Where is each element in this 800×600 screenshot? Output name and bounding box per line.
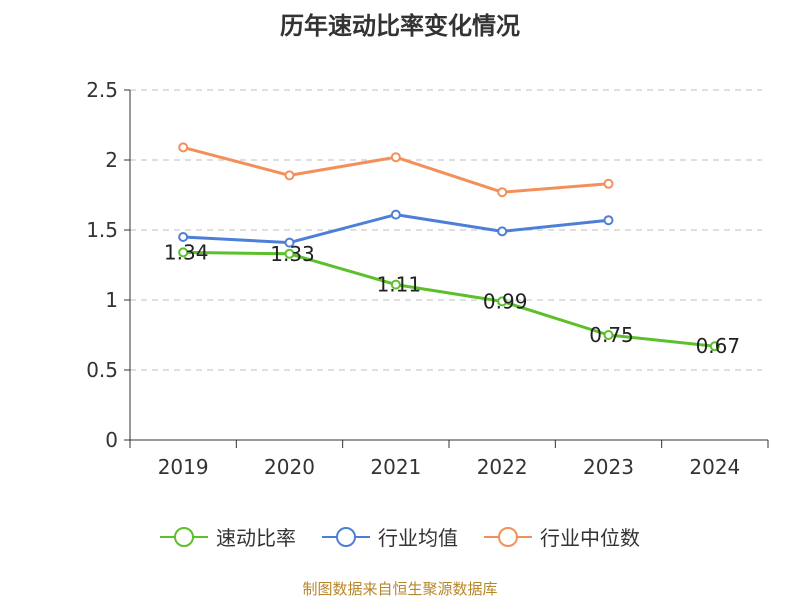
legend-marker-industry-average (322, 526, 370, 547)
legend-marker-industry-median (484, 526, 532, 547)
legend-item-industry-median[interactable]: 行业中位数 (484, 522, 640, 551)
series-layer (178, 142, 720, 352)
data-label-2022: 0.99 (483, 289, 528, 313)
x-tick-label-2020: 2020 (264, 455, 315, 479)
data-label-2019: 1.34 (164, 240, 209, 264)
data-point-1-2019[interactable] (178, 232, 189, 242)
legend: 速动比率 行业均值 行业中位数 (0, 522, 800, 551)
series-0 (178, 247, 720, 352)
data-point-2-2019[interactable] (178, 142, 189, 153)
x-tick-label-2022: 2022 (477, 455, 528, 479)
data-point-0-2020[interactable] (284, 248, 295, 259)
y-tick-label-1-5: 1.5 (86, 218, 118, 242)
legend-item-industry-average[interactable]: 行业均值 (322, 522, 458, 551)
data-point-0-2019[interactable] (178, 247, 189, 258)
data-point-2-2023[interactable] (603, 178, 614, 189)
data-point-2-2020[interactable] (284, 170, 295, 181)
x-tick-label-2019: 2019 (158, 455, 209, 479)
data-label-2021: 1.11 (377, 273, 422, 297)
y-tick-label-1: 1 (105, 288, 118, 312)
data-point-2-2021[interactable] (390, 152, 401, 163)
axis-layer: 0 0.5 1 1.5 2 2.5 2019 2020 2021 2022 2023 2024 (86, 78, 769, 479)
data-point-1-2020[interactable] (284, 237, 295, 248)
y-tick-label-2: 2 (105, 148, 118, 172)
data-point-0-2022[interactable] (497, 296, 508, 307)
data-point-2-2022[interactable] (497, 187, 508, 198)
legend-item-quick-ratio[interactable]: 速动比率 (160, 522, 296, 551)
data-point-0-2024[interactable] (709, 341, 720, 352)
data-label-layer: 1.34 1.33 1.11 0.99 0.75 0.67 (164, 240, 740, 358)
x-tick-label-2021: 2021 (370, 455, 421, 479)
legend-label-industry-average: 行业均值 (378, 526, 458, 550)
data-label-2023: 0.75 (589, 323, 634, 347)
chart-title: 历年速动比率变化情况 (280, 12, 520, 40)
x-tick-label-2024: 2024 (689, 455, 740, 479)
data-label-2020: 1.33 (270, 242, 315, 266)
data-point-0-2021[interactable] (390, 279, 401, 290)
legend-label-industry-median: 行业中位数 (540, 526, 640, 550)
data-point-0-2023[interactable] (603, 330, 614, 340)
data-point-1-2022[interactable] (497, 226, 508, 237)
data-label-2024: 0.67 (696, 334, 741, 358)
source-note: 制图数据来自恒生聚源数据库 (302, 580, 498, 598)
grid-layer (130, 89, 762, 371)
legend-marker-quick-ratio (160, 526, 208, 547)
y-tick-label-0-5: 0.5 (86, 358, 118, 382)
series-line-0 (181, 250, 717, 348)
x-tick-label-2023: 2023 (583, 455, 634, 479)
y-tick-label-0: 0 (105, 428, 118, 452)
data-point-1-2021[interactable] (390, 209, 401, 220)
series-1 (178, 209, 614, 248)
y-tick-label-2-5: 2.5 (86, 78, 118, 102)
legend-label-quick-ratio: 速动比率 (216, 526, 296, 550)
series-2 (178, 142, 614, 198)
data-point-1-2023[interactable] (603, 215, 614, 226)
